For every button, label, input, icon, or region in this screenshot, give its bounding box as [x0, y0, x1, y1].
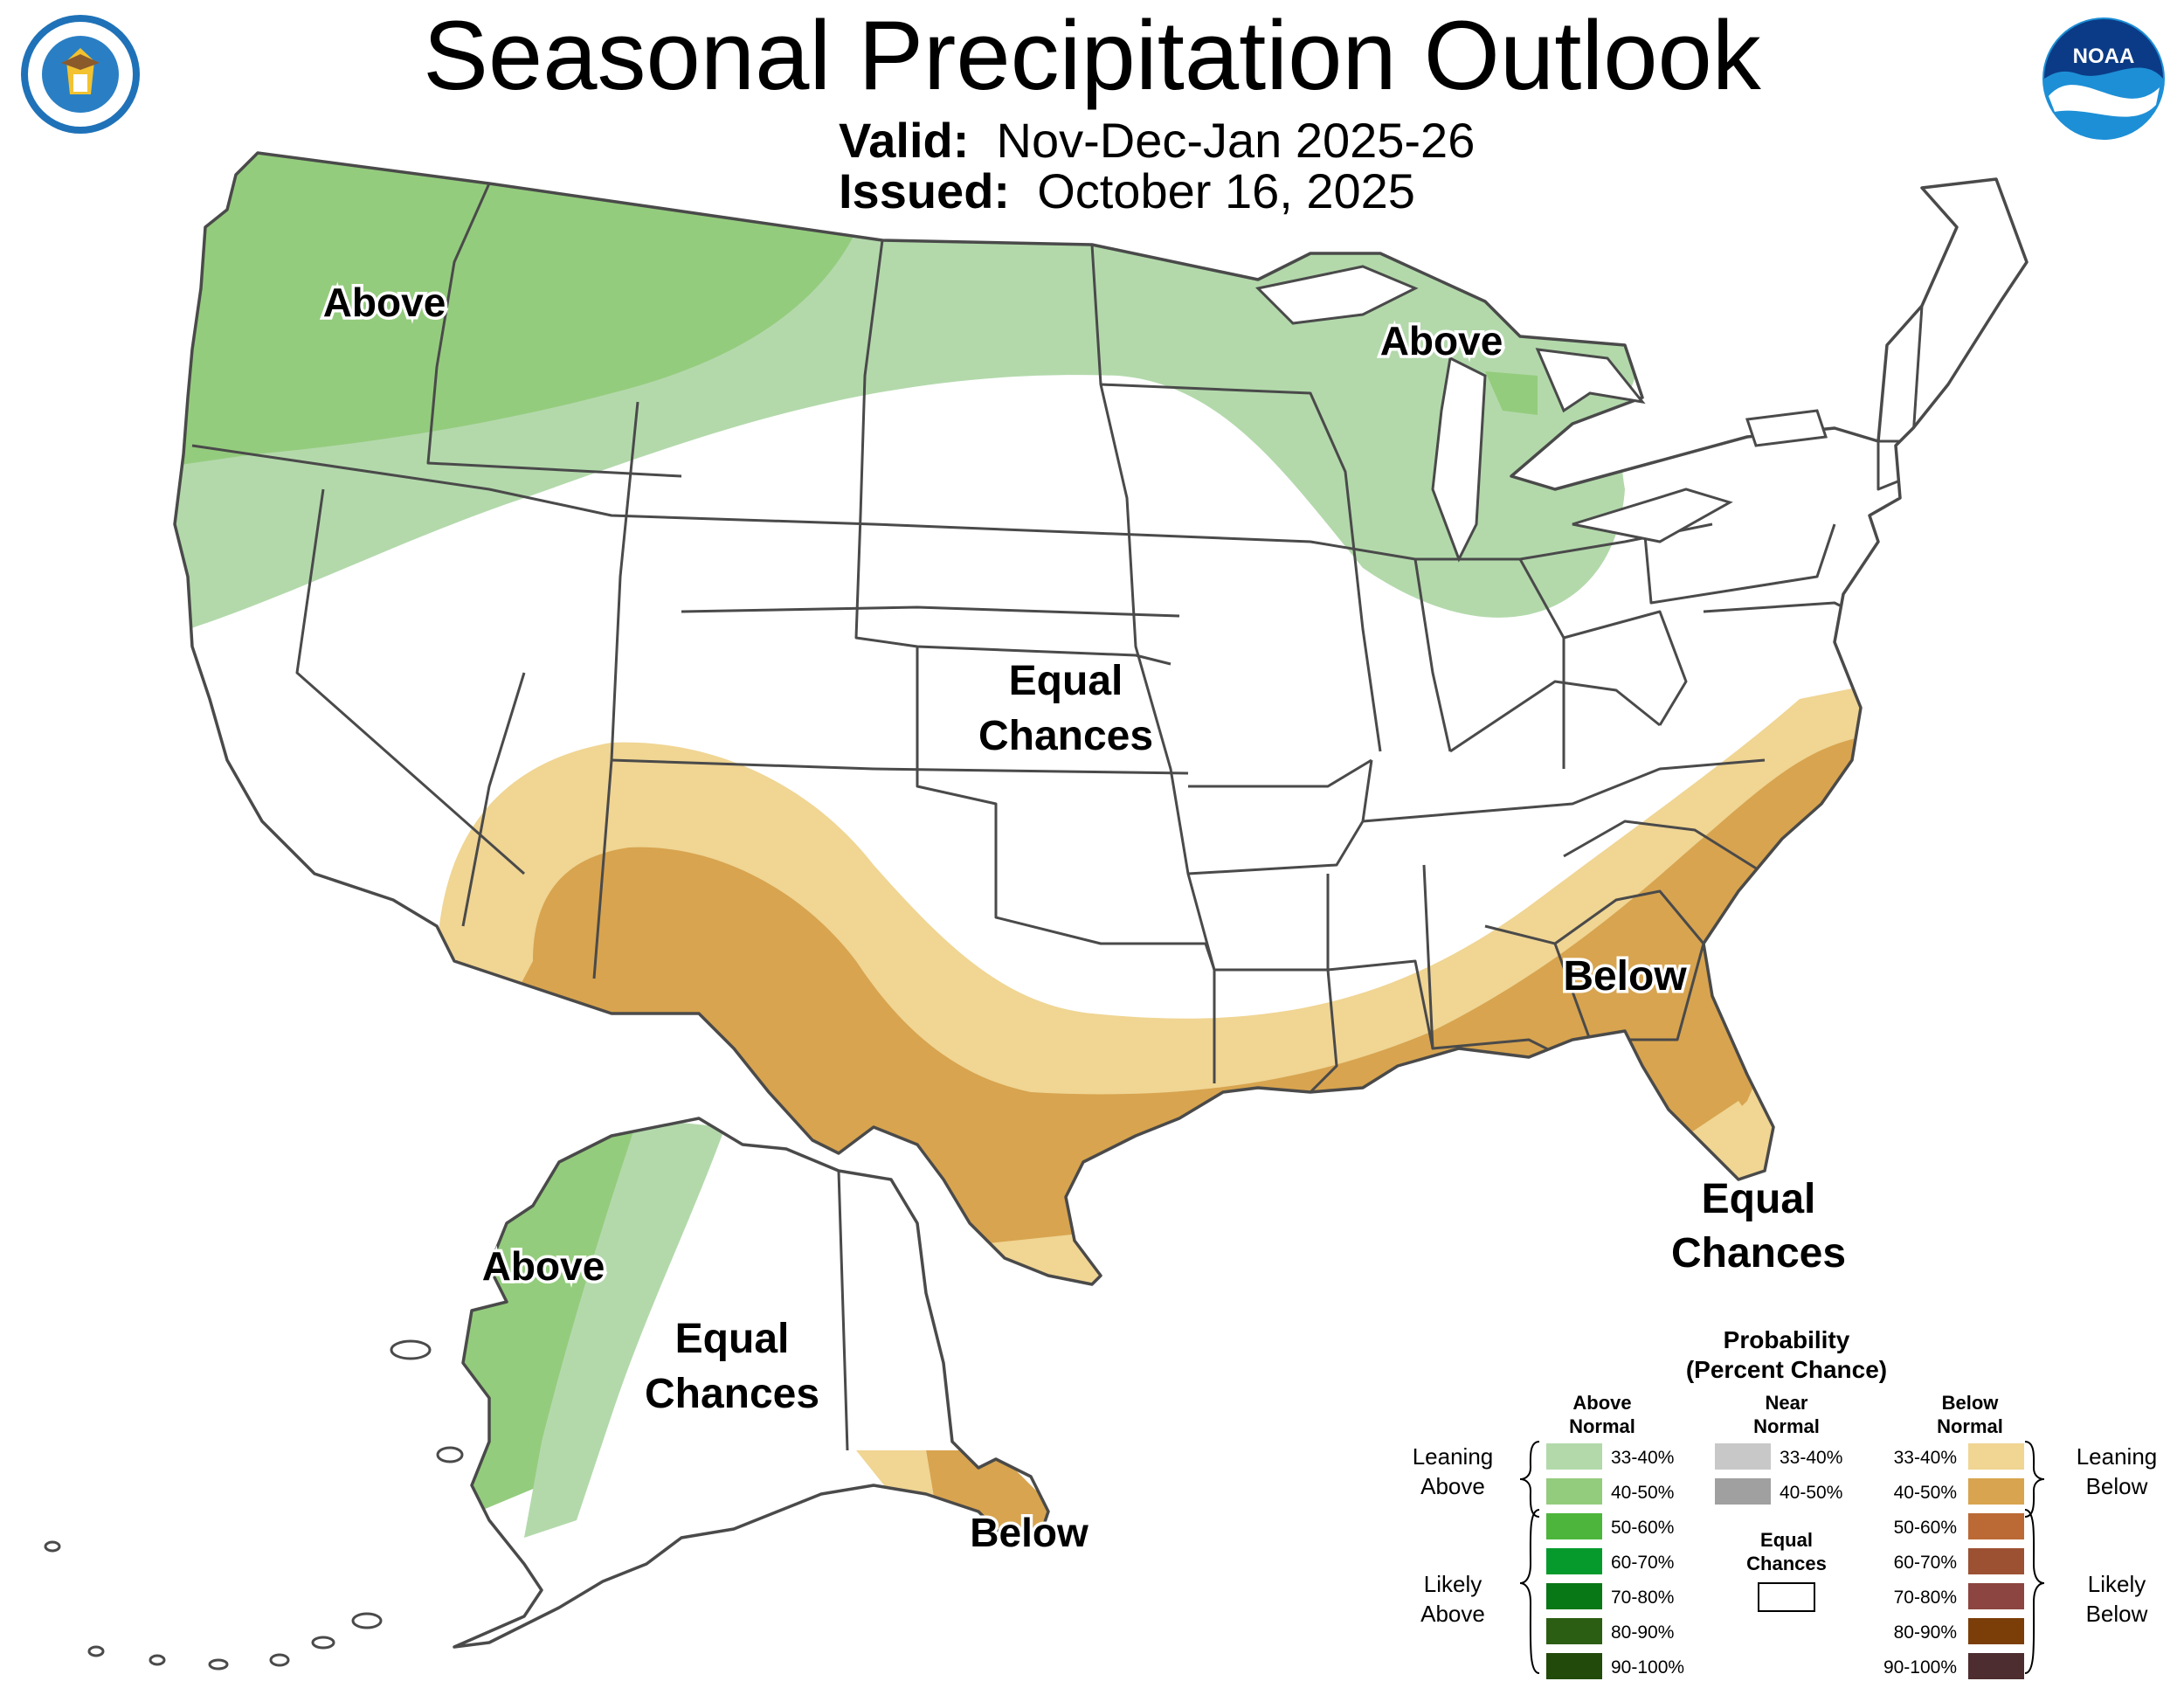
label-equal-chances-central-line1: Equal [1009, 658, 1123, 704]
legend-equal-chances-line1: Equal [1760, 1529, 1813, 1551]
legend-brace-likely-below [2024, 1509, 2045, 1674]
label-equal-chances-alaska-line1: Equal [675, 1316, 790, 1362]
legend-below-header-line2: Normal [1937, 1415, 2003, 1437]
legend-likely-above-line2: Above [1420, 1601, 1485, 1627]
legend-below-swatch-6 [1968, 1653, 2024, 1679]
legend-near-label-0: 33-40% [1780, 1448, 1842, 1468]
legend-leaning-below-line2: Below [2086, 1473, 2148, 1499]
legend-above-header-line2: Normal [1569, 1415, 1635, 1437]
legend-above-swatch-5 [1546, 1618, 1602, 1644]
valid-label: Valid: [839, 113, 970, 168]
legend-leaning-above-line1: Leaning [1413, 1443, 1494, 1470]
label-above-alaska: Above [482, 1243, 605, 1289]
legend-near-swatch-0 [1715, 1443, 1771, 1470]
legend-likely-above-line1: Likely [1424, 1571, 1482, 1597]
legend-likely-below-line1: Likely [2088, 1571, 2146, 1597]
aleutian-islands [44, 1339, 464, 1671]
legend-title-line1: Probability [1724, 1326, 1850, 1353]
legend-above-header-line1: Above [1572, 1392, 1631, 1414]
legend-below-label-6: 90-100% [1883, 1657, 1957, 1678]
issued-line: Issued: October 16, 2025 [839, 164, 1415, 218]
legend-leaning-below-line1: Leaning [2077, 1443, 2158, 1470]
legend-equal-chances-line2: Chances [1746, 1553, 1827, 1574]
page-title: Seasonal Precipitation Outlook [423, 1, 1761, 110]
alaska-map [44, 1117, 1050, 1671]
legend-above-label-3: 60-70% [1611, 1553, 1674, 1573]
legend-below-label-5: 80-90% [1894, 1622, 1957, 1643]
label-equal-chances-florida-line1: Equal [1702, 1176, 1816, 1222]
legend-above-label-5: 80-90% [1611, 1622, 1674, 1643]
legend-brace-leaning-above [1519, 1441, 1540, 1518]
legend-above-label-6: 90-100% [1611, 1657, 1684, 1678]
legend-below-column: 33-40% 40-50% 50-60% 60-70% 70-80% 80-90% 90-1… [1883, 1443, 2024, 1679]
legend-above-swatch-4 [1546, 1583, 1602, 1609]
legend-below-label-4: 70-80% [1894, 1588, 1957, 1608]
legend-above-label-1: 40-50% [1611, 1483, 1674, 1503]
legend-above-label-2: 50-60% [1611, 1518, 1674, 1538]
valid-line: Valid: Nov-Dec-Jan 2025-26 [839, 114, 1475, 168]
legend-near-swatch-1 [1715, 1478, 1771, 1505]
legend-above-swatch-3 [1546, 1548, 1602, 1574]
label-equal-chances-central-line2: Chances [978, 713, 1153, 759]
legend-above-column: 33-40% 40-50% 50-60% 60-70% 70-80% 80-90% 90-1… [1546, 1443, 1684, 1679]
noaa-logo: NOAA [2042, 17, 2165, 140]
label-equal-chances-florida-line2: Chances [1671, 1230, 1846, 1276]
legend-above-swatch-0 [1546, 1443, 1602, 1470]
below-leaning-alaska-area [856, 1450, 935, 1503]
legend-below-swatch-3 [1968, 1548, 2024, 1574]
legend: Probability (Percent Chance) Above Norma… [1413, 1326, 2158, 1679]
legend-above-swatch-2 [1546, 1513, 1602, 1539]
legend-brace-leaning-below [2024, 1441, 2045, 1518]
legend-above-swatch-1 [1546, 1478, 1602, 1505]
above-40-50-northwest-area [175, 153, 882, 472]
legend-above-label-4: 70-80% [1611, 1588, 1674, 1608]
legend-near-column: 33-40% 40-50% [1715, 1443, 1842, 1505]
above-leaning-alaska-area [524, 1118, 725, 1538]
legend-above-label-0: 33-40% [1611, 1448, 1674, 1468]
map-region-labels: Above Above Equal Chances Below Equal Ch… [320, 277, 1849, 1559]
label-below-southeast: Below [1563, 953, 1687, 1000]
issued-value: October 16, 2025 [1037, 163, 1415, 218]
legend-title-line2: (Percent Chance) [1686, 1356, 1887, 1383]
valid-value: Nov-Dec-Jan 2025-26 [996, 113, 1476, 168]
label-above-great-lakes: Above [1380, 318, 1503, 363]
legend-below-swatch-4 [1968, 1583, 2024, 1609]
legend-near-header-line1: Near [1766, 1392, 1808, 1414]
great-lakes [1254, 265, 1828, 563]
legend-likely-below-line2: Below [2086, 1601, 2148, 1627]
svg-text:NOAA: NOAA [2073, 45, 2135, 68]
label-above-northwest: Above [323, 280, 446, 325]
legend-leaning-above-line2: Above [1420, 1473, 1485, 1499]
legend-below-label-3: 60-70% [1894, 1553, 1957, 1573]
legend-below-label-2: 50-60% [1894, 1518, 1957, 1538]
legend-near-header-line2: Normal [1753, 1415, 1820, 1437]
label-equal-chances-alaska-line2: Chances [645, 1371, 819, 1417]
legend-below-label-1: 40-50% [1894, 1483, 1957, 1503]
commerce-seal-logo [21, 15, 140, 134]
legend-below-swatch-2 [1968, 1513, 2024, 1539]
legend-below-label-0: 33-40% [1894, 1448, 1957, 1468]
legend-above-swatch-6 [1546, 1653, 1602, 1679]
issued-label: Issued: [839, 163, 1011, 218]
above-40-50-michigan-area [1485, 371, 1538, 415]
legend-below-swatch-5 [1968, 1618, 2024, 1644]
legend-below-swatch-1 [1968, 1478, 2024, 1505]
label-below-alaska: Below [970, 1510, 1089, 1555]
legend-below-header-line1: Below [1942, 1392, 2000, 1414]
legend-brace-likely-above [1519, 1509, 1540, 1674]
legend-near-label-1: 40-50% [1780, 1483, 1842, 1503]
legend-equal-chances-swatch [1758, 1582, 1815, 1612]
legend-below-swatch-0 [1968, 1443, 2024, 1470]
